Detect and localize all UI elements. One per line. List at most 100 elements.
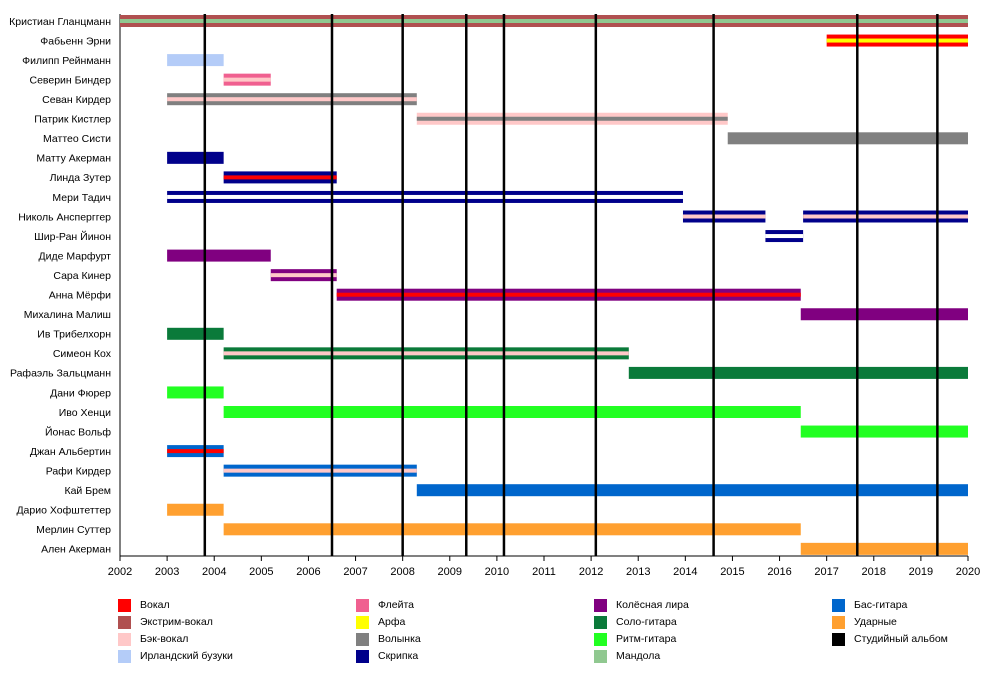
- member-name: Николь Ансперггер: [18, 211, 111, 223]
- legend-swatch: [594, 649, 607, 663]
- legend-label: Ирландский бузуки: [140, 650, 233, 662]
- member-name: Матту Акерман: [36, 153, 111, 165]
- member-bar: [727, 132, 968, 145]
- member-name: Анна Мёрфи: [49, 290, 111, 302]
- x-tick-label: 2007: [343, 566, 367, 578]
- member-bar-stripe: [336, 292, 801, 297]
- member-bar: [167, 386, 224, 399]
- legend-label: Бэк-вокал: [140, 633, 189, 645]
- legend-swatch: [594, 598, 607, 612]
- member-name: Джан Альбертин: [30, 446, 111, 458]
- member-bar: [223, 406, 801, 418]
- legend-label: Волынка: [378, 633, 421, 645]
- legend-label: Ударные: [854, 616, 897, 628]
- x-tick-label: 2012: [579, 566, 603, 578]
- x-tick-label: 2010: [485, 566, 509, 578]
- legend-item: Ирландский бузуки: [118, 648, 233, 664]
- x-tick-label: 2006: [296, 566, 320, 578]
- member-name: Сара Кинер: [53, 270, 111, 282]
- x-tick-label: 2005: [249, 566, 273, 578]
- legend-label: Вокал: [140, 599, 170, 611]
- legend-swatch: [832, 598, 845, 612]
- member-bar: [800, 542, 968, 555]
- x-tick-label: 2009: [438, 566, 462, 578]
- member-bar: [167, 249, 271, 262]
- member-bar: [800, 425, 968, 438]
- member-bar-stripe: [803, 214, 968, 219]
- member-name: Северин Биндер: [29, 74, 111, 86]
- legend-label: Экстрим-вокал: [140, 616, 213, 628]
- x-tick-label: 2020: [956, 566, 980, 578]
- x-tick-label: 2015: [720, 566, 744, 578]
- member-bar-stripe: [223, 351, 629, 356]
- timeline-chart: 2002 2003 2004 2005 2006 2007 2008 2009 2010 2011…: [9, 14, 980, 578]
- legend-item: Арфа: [356, 614, 405, 630]
- legend-item: Флейта: [356, 597, 414, 613]
- legend-swatch: [832, 615, 845, 629]
- member-bar: [167, 151, 224, 164]
- x-tick-label: 2018: [862, 566, 886, 578]
- legend-swatch: [118, 632, 131, 646]
- x-tick-label: 2011: [532, 566, 556, 578]
- x-tick-label: 2019: [909, 566, 933, 578]
- legend-swatch: [356, 632, 369, 646]
- x-tick-label: 2013: [626, 566, 650, 578]
- legend-item: Колёсная лира: [594, 597, 689, 613]
- legend-item: Ритм-гитара: [594, 631, 676, 647]
- legend-item: Волынка: [356, 631, 421, 647]
- member-name: Филипп Рейнманн: [22, 55, 111, 67]
- legend-item: Студийный альбом: [832, 631, 948, 647]
- legend-item: Бас-гитара: [832, 597, 907, 613]
- member-name: Маттео Систи: [43, 133, 111, 145]
- member-bar-stripe: [765, 234, 804, 239]
- legend-label: Колёсная лира: [616, 599, 689, 611]
- member-name: Йонас Вольф: [45, 425, 111, 438]
- member-bar-stripe: [223, 77, 271, 82]
- legend-item: Мандола: [594, 648, 660, 664]
- member-name: Симеон Кох: [53, 348, 112, 360]
- member-bar: [416, 484, 968, 497]
- legend-label: Арфа: [378, 616, 406, 628]
- member-name: Линда Зутер: [50, 172, 112, 184]
- member-bar-stripe: [682, 214, 766, 219]
- legend-item: Соло-гитара: [594, 614, 677, 630]
- member-bar: [167, 54, 224, 67]
- member-bar-stripe: [223, 468, 417, 473]
- legend-swatch: [594, 615, 607, 629]
- legend-swatch: [356, 649, 369, 663]
- x-tick-label: 2014: [673, 566, 697, 578]
- member-name: Фабьенн Эрни: [40, 35, 111, 47]
- x-tick-label: 2016: [767, 566, 791, 578]
- legend-swatch: [832, 632, 845, 646]
- member-name: Мерлин Суттер: [36, 524, 111, 536]
- member-bar: [628, 366, 968, 379]
- member-name: Шир-Ран Йинон: [34, 230, 111, 243]
- member-bar: [800, 308, 968, 321]
- member-bar-stripe: [826, 38, 968, 43]
- legend-label: Студийный альбом: [854, 633, 948, 645]
- legend-item: Ударные: [832, 614, 897, 630]
- x-tick-label: 2003: [155, 566, 179, 578]
- member-bar-stripe: [167, 97, 417, 102]
- member-bar-stripe: [416, 116, 728, 121]
- legend-swatch: [118, 649, 131, 663]
- member-name: Диде Марфурт: [39, 250, 112, 262]
- member-bar-stripe: [167, 194, 683, 199]
- legend-item: Скрипка: [356, 648, 418, 664]
- legend-swatch: [356, 598, 369, 612]
- member-bar-stripe: [167, 449, 224, 454]
- member-bar-stripe: [120, 19, 968, 23]
- x-tick-label: 2004: [202, 566, 226, 578]
- x-tick-label: 2017: [814, 566, 838, 578]
- member-name: Рафи Кирдер: [46, 465, 111, 477]
- legend-swatch: [356, 615, 369, 629]
- member-name: Патрик Кистлер: [34, 114, 111, 126]
- legend-label: Ритм-гитара: [616, 633, 677, 645]
- member-name: Ив Трибелхорн: [37, 329, 111, 341]
- member-bar-stripe: [270, 273, 337, 278]
- member-name: Мери Тадич: [52, 192, 111, 204]
- legend-item: Вокал: [118, 597, 170, 613]
- member-bar: [167, 503, 224, 516]
- legend-swatch: [118, 615, 131, 629]
- x-tick-label: 2008: [390, 566, 414, 578]
